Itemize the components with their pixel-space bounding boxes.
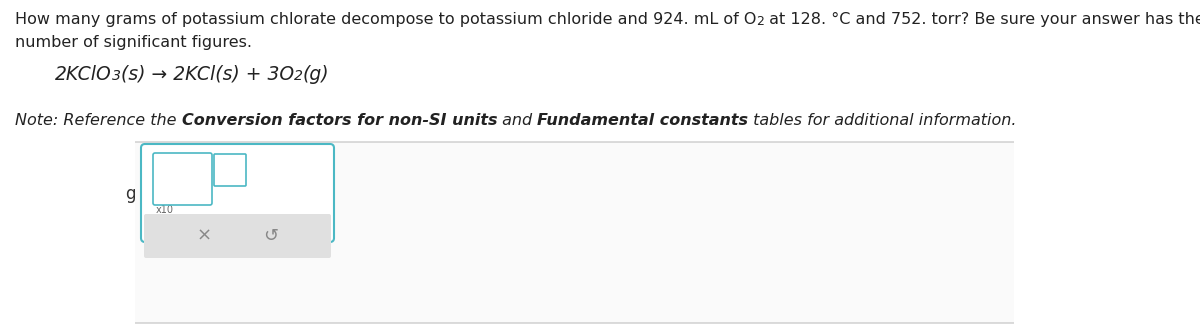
FancyBboxPatch shape xyxy=(64,156,119,228)
Text: and: and xyxy=(497,113,538,128)
Text: 2: 2 xyxy=(756,15,764,28)
FancyBboxPatch shape xyxy=(12,142,1186,323)
Text: at 128. °C and 752. torr? Be sure your answer has the correct: at 128. °C and 752. torr? Be sure your a… xyxy=(764,12,1200,27)
Text: How many grams of potassium chlorate decompose to potassium chloride and 924. mL: How many grams of potassium chlorate dec… xyxy=(14,12,756,27)
Text: g: g xyxy=(125,185,136,203)
Text: 2KClO: 2KClO xyxy=(55,65,112,84)
Text: x10: x10 xyxy=(156,205,174,215)
FancyBboxPatch shape xyxy=(142,144,334,242)
Text: Conversion factors for non-SI units: Conversion factors for non-SI units xyxy=(181,113,497,128)
Text: number of significant figures.: number of significant figures. xyxy=(14,35,252,50)
Text: ×: × xyxy=(197,227,212,245)
Text: 2: 2 xyxy=(294,69,302,83)
FancyBboxPatch shape xyxy=(144,214,331,258)
FancyBboxPatch shape xyxy=(214,154,246,186)
Text: tables for additional information.: tables for additional information. xyxy=(749,113,1016,128)
FancyBboxPatch shape xyxy=(154,153,212,205)
Text: 3: 3 xyxy=(112,69,121,83)
Text: Fundamental constants: Fundamental constants xyxy=(538,113,749,128)
Text: Note: Reference the: Note: Reference the xyxy=(14,113,181,128)
Text: (g): (g) xyxy=(302,65,330,84)
Text: ↺: ↺ xyxy=(263,227,278,245)
Text: (s) → 2KCl(s) + 3O: (s) → 2KCl(s) + 3O xyxy=(121,65,294,84)
